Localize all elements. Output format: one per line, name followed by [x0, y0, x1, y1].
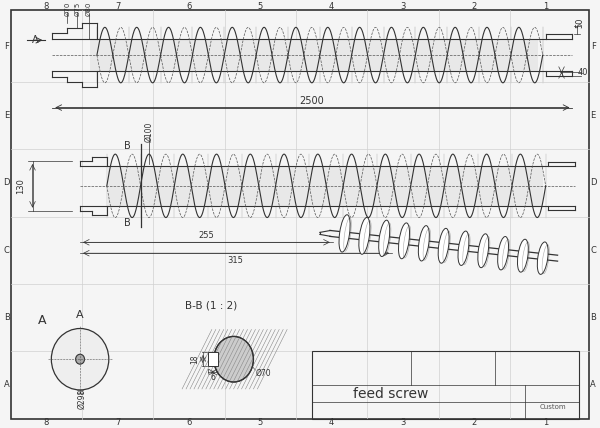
Text: E: E [590, 111, 596, 120]
Text: 6: 6 [211, 372, 215, 381]
Text: B-B (1 : 2): B-B (1 : 2) [185, 301, 237, 311]
Ellipse shape [359, 217, 370, 254]
Text: 6: 6 [187, 2, 192, 11]
Text: 40: 40 [578, 68, 589, 77]
Ellipse shape [538, 242, 548, 274]
Text: A: A [4, 380, 10, 389]
Text: A: A [76, 309, 84, 320]
Text: E: E [4, 111, 10, 120]
Ellipse shape [478, 234, 489, 268]
Text: 3: 3 [400, 418, 406, 427]
Bar [312, 351, 580, 419]
Bar [107, 166, 543, 206]
Text: 2500: 2500 [299, 95, 324, 106]
Text: 7: 7 [115, 418, 121, 427]
Text: Ø100: Ø100 [145, 121, 154, 142]
Text: B: B [124, 218, 131, 229]
Text: F: F [4, 42, 9, 51]
Text: 315: 315 [227, 256, 244, 265]
Text: F: F [591, 42, 596, 51]
Ellipse shape [214, 336, 253, 382]
Text: 255: 255 [198, 231, 214, 240]
Text: B: B [124, 141, 131, 151]
Text: 50: 50 [576, 17, 585, 28]
Text: A: A [32, 35, 39, 45]
Text: Ø75: Ø75 [74, 1, 80, 16]
Bar [90, 39, 538, 71]
Ellipse shape [76, 354, 85, 364]
Text: Ø70: Ø70 [256, 369, 271, 377]
Text: B: B [4, 313, 10, 322]
Ellipse shape [379, 220, 390, 256]
Ellipse shape [458, 231, 469, 265]
Text: B: B [590, 313, 596, 322]
Text: D: D [4, 178, 10, 187]
Text: 4: 4 [329, 418, 334, 427]
Text: Ø80: Ø80 [86, 1, 92, 16]
Text: 18: 18 [190, 354, 199, 364]
Bar [208, 352, 218, 366]
Ellipse shape [398, 223, 410, 259]
Text: 5: 5 [258, 418, 263, 427]
Text: 2: 2 [472, 418, 477, 427]
Text: C: C [4, 246, 10, 255]
Ellipse shape [438, 229, 449, 263]
Text: 8: 8 [44, 2, 49, 11]
Text: 1: 1 [543, 418, 548, 427]
Ellipse shape [52, 329, 109, 390]
Text: 6: 6 [187, 418, 192, 427]
Text: 2: 2 [472, 2, 477, 11]
Text: D: D [590, 178, 596, 187]
Text: 5: 5 [258, 2, 263, 11]
Text: C: C [590, 246, 596, 255]
Text: Custom: Custom [539, 404, 566, 410]
Text: A: A [590, 380, 596, 389]
Text: 3: 3 [400, 2, 406, 11]
Text: 130: 130 [16, 178, 25, 194]
Ellipse shape [339, 215, 350, 252]
Ellipse shape [497, 237, 509, 270]
Ellipse shape [517, 239, 529, 272]
Text: Ø298: Ø298 [77, 389, 86, 409]
Text: 8: 8 [44, 418, 49, 427]
Text: 7: 7 [115, 2, 121, 11]
Ellipse shape [418, 226, 430, 261]
Text: 4: 4 [329, 2, 334, 11]
Text: A: A [38, 314, 47, 327]
Text: feed screw: feed screw [353, 387, 429, 401]
Text: Ø70: Ø70 [64, 1, 70, 16]
Text: 1: 1 [543, 2, 548, 11]
